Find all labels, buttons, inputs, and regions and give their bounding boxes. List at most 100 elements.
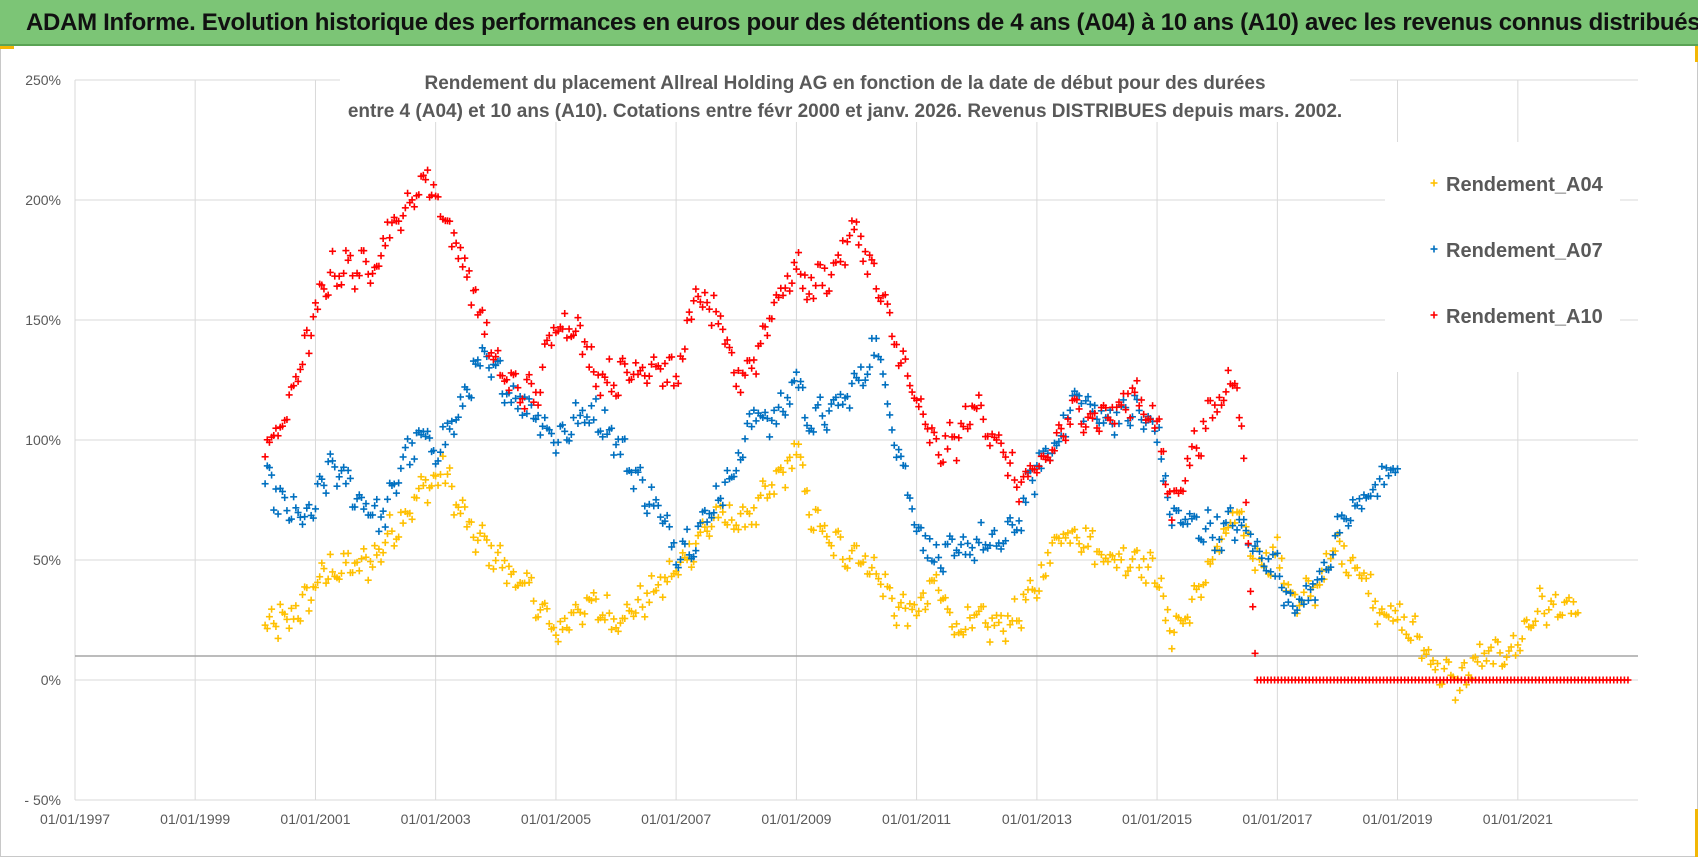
data-point: [296, 617, 304, 625]
data-point: [397, 464, 405, 472]
data-point: [434, 193, 442, 201]
data-point: [545, 426, 553, 434]
data-point: [1242, 498, 1250, 506]
data-point: [1342, 515, 1350, 523]
data-point: [645, 598, 653, 606]
data-point: [1425, 646, 1433, 654]
data-point: [379, 549, 387, 557]
data-point: [1062, 534, 1070, 542]
data-point: [292, 602, 300, 610]
data-point: [1008, 449, 1016, 457]
data-point: [1117, 556, 1125, 564]
data-point: [708, 321, 716, 329]
data-point: [924, 600, 932, 608]
data-point: [1233, 384, 1241, 392]
data-point: [783, 272, 791, 280]
data-point: [674, 571, 682, 579]
data-point: [298, 360, 306, 368]
data-point: [1235, 414, 1243, 422]
data-point: [737, 388, 745, 396]
data-point: [959, 533, 967, 541]
data-point: [1004, 612, 1012, 620]
data-point: [1476, 640, 1484, 648]
data-point: [1451, 696, 1459, 704]
data-point: [1380, 481, 1388, 489]
data-point: [634, 370, 642, 378]
data-point: [603, 430, 611, 438]
data-point: [870, 553, 878, 561]
data-point: [701, 523, 709, 531]
data-point: [581, 610, 589, 618]
data-point: [799, 284, 807, 292]
data-point: [534, 411, 542, 419]
data-point: [592, 382, 600, 390]
data-point: [543, 605, 551, 613]
data-point: [1376, 475, 1384, 483]
data-point: [1077, 399, 1085, 407]
data-point: [799, 384, 807, 392]
data-point: [1015, 617, 1023, 625]
data-point: [939, 458, 947, 466]
data-point: [335, 473, 343, 481]
data-point: [897, 599, 905, 607]
data-point: [565, 325, 573, 333]
data-point: [1509, 632, 1517, 640]
data-point: [752, 417, 760, 425]
data-point: [1480, 649, 1488, 657]
data-point: [419, 482, 427, 490]
data-point: [1166, 627, 1174, 635]
data-point: [665, 523, 673, 531]
data-point: [298, 520, 306, 528]
data-point: [301, 513, 309, 521]
data-point: [879, 370, 887, 378]
data-point: [1624, 676, 1632, 684]
data-point: [627, 607, 635, 615]
data-point: [501, 556, 509, 564]
data-point: [459, 402, 467, 410]
data-point: [505, 386, 513, 394]
data-point: [748, 364, 756, 372]
data-point: [777, 389, 785, 397]
data-point: [587, 402, 595, 410]
data-point: [567, 431, 575, 439]
data-point: [809, 428, 817, 436]
data-point: [1131, 388, 1139, 396]
data-point: [643, 589, 651, 597]
data-point: [1500, 660, 1508, 668]
data-point: [674, 379, 682, 387]
data-point: [386, 511, 394, 519]
data-point: [521, 405, 529, 413]
data-point: [1111, 556, 1119, 564]
data-point: [556, 618, 564, 626]
data-point: [1091, 401, 1099, 409]
data-point: [362, 258, 370, 266]
data-point: [541, 340, 549, 348]
data-point: [390, 213, 398, 221]
data-point: [997, 545, 1005, 553]
data-point: [692, 547, 700, 555]
data-point: [1402, 630, 1410, 638]
data-point: [1538, 592, 1546, 600]
data-point: [463, 523, 471, 531]
data-point: [481, 532, 489, 540]
data-point: [287, 604, 295, 612]
data-point: [439, 452, 447, 460]
data-point: [1113, 564, 1121, 572]
data-point: [1256, 547, 1264, 555]
data-point: [636, 582, 644, 590]
data-point: [342, 247, 350, 255]
data-point: [930, 428, 938, 436]
data-point: [616, 450, 624, 458]
data-point: [1082, 524, 1090, 532]
data-point: [1028, 476, 1036, 484]
data-point: [1318, 575, 1326, 583]
data-point: [377, 252, 385, 260]
data-point: [1059, 530, 1067, 538]
data-point: [565, 437, 573, 445]
data-point: [676, 555, 684, 563]
data-point: [1181, 477, 1189, 485]
data-point: [461, 503, 469, 511]
data-point: [904, 372, 912, 380]
data-point: [1126, 422, 1134, 430]
data-point: [392, 489, 400, 497]
